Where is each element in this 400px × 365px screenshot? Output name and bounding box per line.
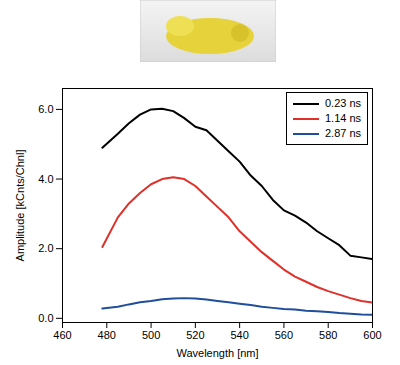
svg-text:580: 580 (319, 329, 337, 341)
svg-text:600: 600 (363, 329, 381, 341)
svg-text:460: 460 (53, 329, 71, 341)
svg-text:540: 540 (230, 329, 248, 341)
svg-text:480: 480 (98, 329, 116, 341)
html-text:1.14 ns: 1.14 ns (325, 112, 362, 124)
svg-text:Amplitude [kCnts/Chnl]: Amplitude [kCnts/Chnl] (14, 150, 26, 262)
svg-text:6.0: 6.0 (38, 103, 53, 115)
svg-text:0.0: 0.0 (38, 312, 53, 324)
svg-text:500: 500 (142, 329, 160, 341)
svg-text:4.0: 4.0 (38, 173, 53, 185)
html-text:0.23 ns: 0.23 ns (325, 97, 362, 109)
svg-text:Wavelength [nm]: Wavelength [nm] (176, 347, 258, 359)
svg-text:560: 560 (275, 329, 293, 341)
svg-text:520: 520 (186, 329, 204, 341)
svg-text:2.0: 2.0 (38, 242, 53, 254)
html-text:2.87 ns: 2.87 ns (325, 127, 362, 139)
